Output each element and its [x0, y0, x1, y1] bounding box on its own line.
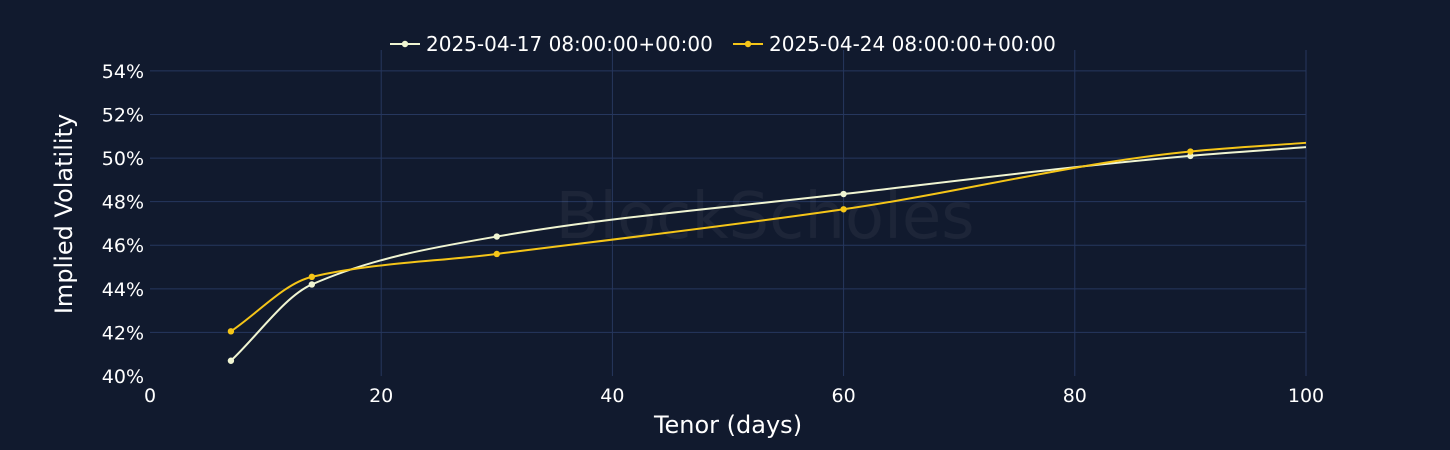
x-tick-label: 80 — [1063, 385, 1087, 407]
data-point — [308, 273, 316, 281]
data-point — [840, 206, 847, 213]
y-tick-label: 42% — [102, 322, 144, 344]
data-point — [493, 233, 500, 240]
y-tick-label: 46% — [102, 235, 144, 257]
data-point — [227, 328, 235, 335]
y-tick-label: 52% — [102, 104, 144, 126]
y-axis-ticks: 40% 42% 44% 46% 48% 50% 52% 54% — [102, 61, 144, 388]
data-point — [493, 250, 500, 258]
legend-item-1[interactable]: 2025-04-17 08:00:00+00:00 — [390, 32, 713, 56]
x-axis-title: Tenor (days) — [653, 411, 802, 439]
legend-swatch-marker — [401, 40, 409, 48]
data-point — [308, 281, 316, 288]
watermark-text: BlockScholes — [555, 180, 974, 254]
y-tick-label: 40% — [102, 366, 144, 388]
x-tick-label: 20 — [369, 385, 393, 407]
y-tick-label: 50% — [102, 148, 144, 170]
data-point — [227, 357, 235, 364]
data-point — [840, 190, 847, 198]
y-tick-label: 48% — [102, 192, 144, 214]
x-tick-label: 40 — [600, 385, 624, 407]
series-layer — [227, 141, 1307, 364]
y-tick-label: 44% — [102, 279, 144, 301]
y-axis-title: Implied Volatility — [50, 114, 78, 314]
legend-swatch-marker — [744, 40, 752, 48]
data-point — [1187, 148, 1194, 155]
y-tick-label: 54% — [102, 61, 144, 83]
legend: 2025-04-17 08:00:00+00:00 2025-04-24 08:0… — [390, 32, 1056, 56]
x-tick-label: 0 — [144, 385, 156, 407]
x-tick-label: 100 — [1288, 385, 1324, 407]
legend-label: 2025-04-24 08:00:00+00:00 — [769, 32, 1056, 56]
legend-item-2[interactable]: 2025-04-24 08:00:00+00:00 — [733, 32, 1056, 56]
series-1 — [227, 146, 1307, 364]
x-tick-label: 60 — [832, 385, 856, 407]
x-axis-ticks: 0 20 40 60 80 100 — [144, 385, 1324, 407]
series-2 — [227, 141, 1307, 335]
grid-lines — [150, 50, 1307, 376]
legend-label: 2025-04-17 08:00:00+00:00 — [426, 32, 713, 56]
